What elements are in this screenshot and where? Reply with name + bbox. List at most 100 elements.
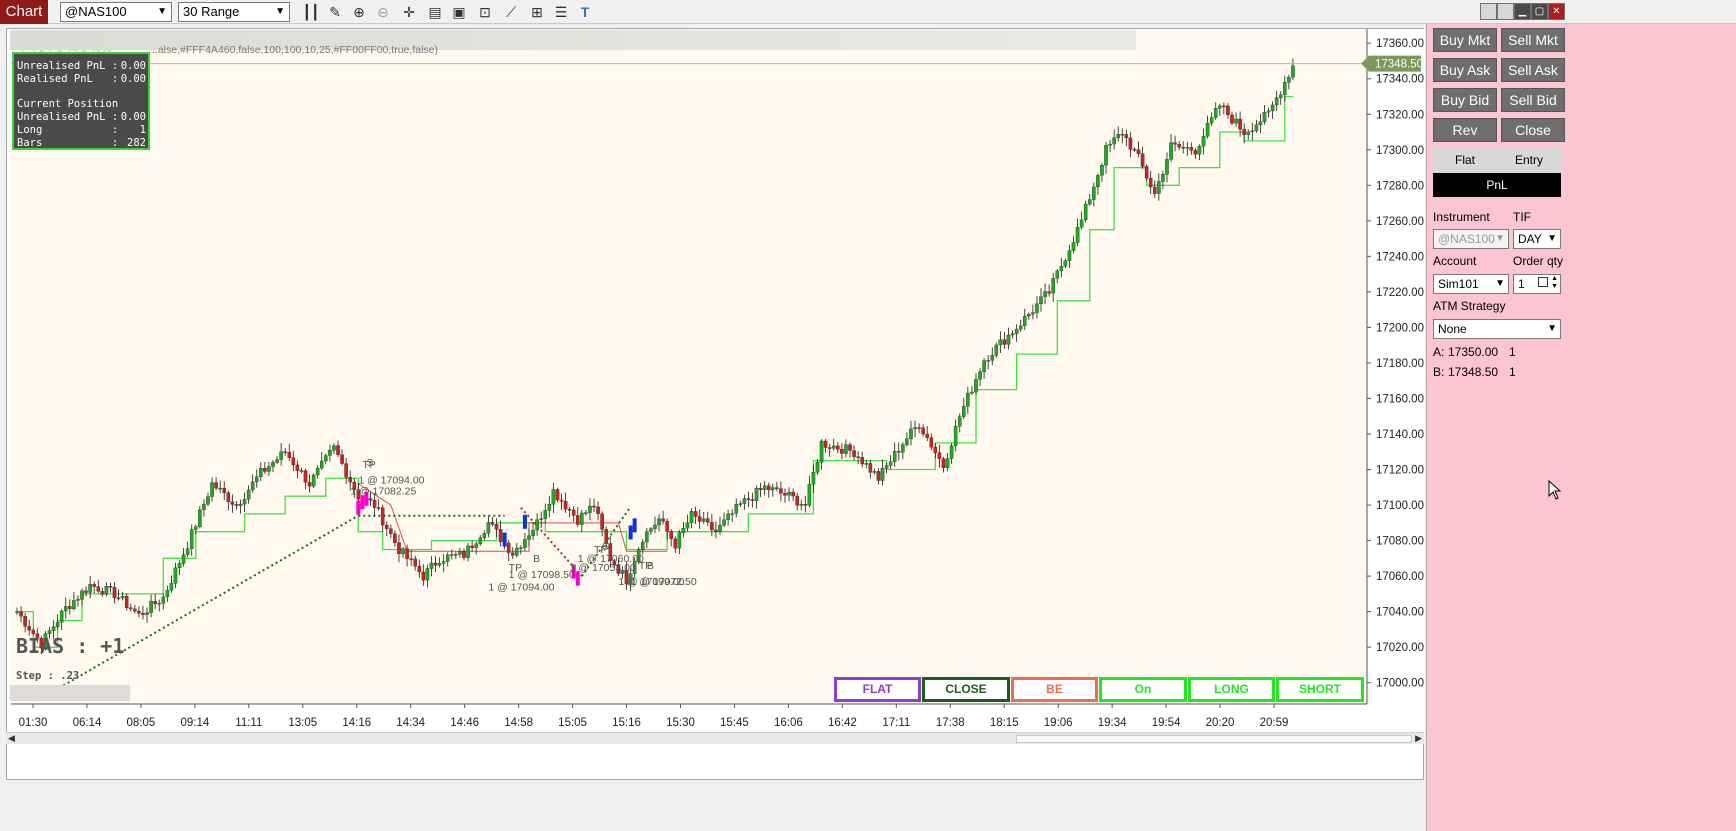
candle-up [998,339,1003,346]
candle-up [254,476,259,482]
order-qty-input[interactable]: 1 ▲ ▼ [1513,274,1561,294]
sell-mkt-button[interactable]: Sell Mkt [1501,28,1565,52]
candle-up [819,440,824,463]
mouse-cursor-icon [1548,480,1562,500]
candle-down [710,522,714,531]
order-entry-panel: Buy Mkt Sell Mkt Buy Ask Sell Ask Buy Bid Sel… [1426,24,1736,831]
price-chart[interactable]: 17000.00 17020.00 17040.00 17060.00 17080.00… [7,29,1425,733]
pnl-info-box: Unrealised PnL :0.00 Realised PnL :0.00 Cu… [12,52,150,150]
chart-tab[interactable]: Chart [0,0,48,24]
trade-label: 1 @ 17060.00 [578,553,644,565]
strategy-long-button[interactable]: LONG [1188,677,1275,702]
properties-icon[interactable]: ▤ [428,4,442,20]
bar-type-icon[interactable]: ┃┃ [302,4,320,20]
account-select[interactable]: Sim101 ▼ [1433,274,1509,294]
minimize-icon[interactable]: ▁ [1514,3,1531,20]
instrument-select[interactable]: @NAS100 ▼ [60,2,172,22]
candle-up [80,590,84,600]
candle-down [795,495,799,506]
candle-down [876,471,881,481]
price-tick-label: 17120.00 [1376,465,1424,477]
zoom-out-icon[interactable]: ⊖ [377,4,389,20]
info-row: Current Position [17,98,146,111]
candle-down [624,570,629,585]
buy-ask-button[interactable]: Buy Ask [1433,58,1497,82]
period-select[interactable]: 30 Range ▼ [178,2,290,22]
candle-up [76,599,80,601]
panel-instrument-select[interactable]: @NAS100 ▼ [1433,229,1509,249]
calculator-icon[interactable] [1538,277,1548,287]
tile-right-icon[interactable] [1497,3,1514,20]
candle-up [754,488,759,501]
strategy-flat-button[interactable]: FLAT [834,677,921,702]
list-icon[interactable]: ☰ [554,4,568,20]
chart-panel[interactable]: 17000.00 17020.00 17040.00 17060.00 17080.00… [6,28,1425,780]
candle-up [620,570,625,574]
time-tick-label: 14:34 [396,717,425,729]
scroll-left-icon[interactable]: ◀ [8,733,15,743]
last-price-badge [1361,55,1421,72]
candle-down [1242,129,1246,135]
scroll-thumb[interactable] [1016,735,1412,743]
crosshair-icon[interactable]: ✛ [403,4,415,20]
order-qty-label: Order qty [1513,254,1564,268]
candle-up [551,489,556,505]
candle-up [332,445,336,451]
candle-up [547,504,552,511]
candle-up [198,509,202,527]
horizontal-scrollbar[interactable]: ◀ ▶ [6,732,1424,744]
atm-strategy-select[interactable]: None ▼ [1433,319,1561,339]
close-button[interactable]: Close [1501,118,1565,142]
execution-marker [571,564,576,579]
tile-left-icon[interactable] [1480,3,1497,20]
position-entry-label: Entry [1514,153,1543,167]
candle-down [31,630,36,634]
candle-up [169,583,174,591]
candle-up [458,551,462,555]
time-tick-label: 15:45 [720,717,749,729]
candle-up [1287,77,1291,83]
scroll-right-icon[interactable]: ▶ [1415,733,1422,743]
execution-marker [628,525,633,540]
candle-down [1181,146,1185,149]
strategy-close-button[interactable]: CLOSE [922,677,1010,702]
sell-ask-button[interactable]: Sell Ask [1501,58,1565,82]
snapshot-icon[interactable]: ⊡ [479,4,491,20]
candle-up [1022,315,1027,326]
bias-label: BIAS : +1 [16,634,125,658]
indicators-icon[interactable]: ⟋ [506,4,516,20]
pencil-icon[interactable]: ✎ [329,4,341,20]
buy-mkt-button[interactable]: Buy Mkt [1433,28,1497,52]
execution-marker [502,532,507,547]
candle-down [1230,114,1234,124]
strategies-icon[interactable]: ⊞ [531,4,543,20]
candle-up [218,487,222,490]
chevron-down-icon: ▼ [1495,233,1505,244]
candle-down [897,451,901,453]
strategy-on-button[interactable]: On [1099,677,1187,702]
candle-down [563,501,568,510]
ask-label: A: [1433,345,1445,359]
buy-bid-button[interactable]: Buy Bid [1433,88,1497,112]
strategy-short-button[interactable]: SHORT [1276,677,1364,702]
sell-bid-button[interactable]: Sell Bid [1501,88,1565,112]
candle-down [750,499,755,501]
candle-up [104,586,109,595]
tif-select[interactable]: DAY ▼ [1513,229,1561,249]
rev-button[interactable]: Rev [1433,118,1497,142]
candle-up [701,518,706,522]
candle-up [864,463,869,465]
info-label: Realised PnL : [17,72,119,85]
maximize-icon[interactable]: ▢ [1531,3,1548,20]
strategy-be-button[interactable]: BE [1011,677,1098,702]
data-box-icon[interactable]: ▣ [452,4,466,20]
spinner-icon[interactable]: ▲ ▼ [1551,275,1558,290]
candle-up [1014,328,1019,334]
zoom-in-icon[interactable]: ⊕ [353,4,365,20]
candle-up [450,554,454,556]
trade-label: 1 @ 17098.50 [509,569,575,581]
candle-down [604,529,608,544]
text-tool-icon[interactable]: T [580,4,590,20]
close-icon[interactable]: ✕ [1548,3,1565,20]
execution-marker [364,491,369,506]
